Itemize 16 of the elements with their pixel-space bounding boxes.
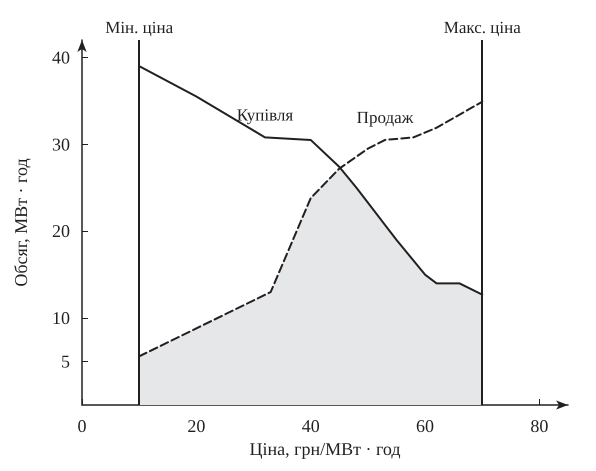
ref-line-label: Макс. ціна: [444, 18, 522, 37]
x-tick-label: 0: [78, 416, 86, 436]
y-tick-label: 10: [52, 308, 70, 328]
series-label: Купівля: [236, 105, 294, 124]
x-tick-label: 80: [530, 416, 548, 436]
x-axis-title: Ціна, грн/МВт · год: [249, 438, 401, 459]
x-tick-label: 20: [187, 416, 206, 436]
y-tick-label: 30: [52, 134, 70, 154]
series-label: Продаж: [356, 108, 414, 127]
y-axis-title: Обсяг, МВт · год: [11, 158, 31, 287]
x-tick-label: 60: [416, 416, 434, 436]
y-tick-label: 40: [52, 47, 70, 68]
ref-line-label: Мін. ціна: [105, 18, 174, 37]
y-tick-label: 5: [61, 352, 70, 372]
y-tick-label: 20: [52, 221, 70, 242]
x-tick-label: 40: [302, 416, 320, 436]
